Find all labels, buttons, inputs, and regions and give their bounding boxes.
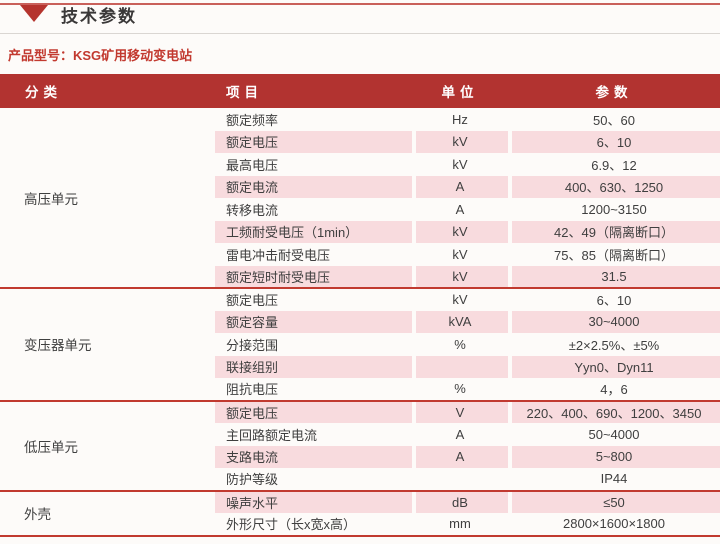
param-cell: 400、630、1250: [508, 175, 720, 198]
item-cell: 雷电冲击耐受电压: [226, 247, 331, 263]
item-cell: 转移电流: [226, 202, 279, 218]
title-divider: [0, 33, 720, 34]
header-category: 分类: [0, 74, 215, 108]
param-cell: IP44: [508, 468, 720, 492]
unit-cell: kV: [412, 220, 508, 243]
param-cell: 50、60: [508, 108, 720, 131]
param-cell: ≤50: [508, 490, 720, 513]
header-row: 分类 项目 单位 参数: [0, 74, 720, 108]
page-title: 技术参数: [61, 7, 137, 26]
param-cell: 30~4000: [508, 310, 720, 333]
specs-table: 分类 项目 单位 参数 高压单元 额定频率 Hz 50、60 额定电压 kV 6…: [0, 74, 720, 537]
table-row: 联接组别 Yyn0、Dyn11: [0, 355, 720, 378]
unit-cell: Hz: [412, 108, 508, 131]
unit-cell: kV: [412, 288, 508, 311]
unit-cell: A: [412, 175, 508, 198]
unit-cell: %: [412, 333, 508, 356]
item-cell: 额定电压: [215, 130, 412, 153]
table-row: 外形尺寸（长x宽x高） mm 2800×1600×1800: [0, 513, 720, 537]
triangle-down-icon: [20, 5, 48, 22]
param-cell: 5~800: [508, 445, 720, 468]
unit-cell: %: [412, 378, 508, 402]
param-cell: ±2×2.5%、±5%: [508, 333, 720, 356]
unit-cell: kV: [412, 130, 508, 153]
unit-cell: kV: [412, 265, 508, 289]
param-cell: 31.5: [508, 265, 720, 289]
table-row: 阻抗电压 % 4，6: [0, 378, 720, 402]
item-cell: 额定电流: [215, 175, 412, 198]
header-unit: 单位: [412, 74, 508, 108]
category-cell: 变压器单元: [0, 288, 215, 402]
item-cell: 阻抗电压: [215, 378, 412, 402]
param-cell: 50~4000: [508, 423, 720, 446]
item-cell: 额定电压: [226, 293, 279, 309]
param-cell: 220、400、690、1200、3450: [508, 400, 720, 423]
unit-cell: V: [412, 400, 508, 423]
table-row: 最高电压 kV 6.9、12: [0, 153, 720, 176]
unit-cell: kV: [412, 153, 508, 176]
item-cell: 防护等级: [215, 468, 412, 492]
param-cell: 4，6: [508, 378, 720, 402]
table-body: 高压单元 额定频率 Hz 50、60 额定电压 kV 6、10 最高电压 kV …: [0, 108, 720, 537]
param-cell: 42、49（隔离断口）: [508, 220, 720, 243]
category-cell: 外壳: [0, 490, 215, 537]
category-cell: 低压单元: [0, 400, 215, 492]
item-cell: 额定电压: [215, 400, 412, 423]
unit-cell: A: [412, 445, 508, 468]
item-cell: 额定容量: [215, 310, 412, 333]
item-cell: 主回路额定电流: [226, 427, 318, 443]
table-row: 雷电冲击耐受电压 kV 75、85（隔离断口）: [0, 243, 720, 266]
table-row: 额定容量 kVA 30~4000: [0, 310, 720, 333]
product-model-label: 产品型号：KSG矿用移动变电站: [8, 48, 193, 63]
table-row: 工频耐受电压（1min） kV 42、49（隔离断口）: [0, 220, 720, 243]
unit-cell: A: [412, 198, 508, 221]
unit-cell: kVA: [412, 310, 508, 333]
param-cell: 6.9、12: [508, 153, 720, 176]
item-cell: 外形尺寸（长x宽x高）: [215, 513, 412, 537]
param-cell: 2800×1600×1800: [508, 513, 720, 537]
table-row: 分接范围 % ±2×2.5%、±5%: [0, 333, 720, 356]
item-cell: 额定频率: [226, 112, 279, 128]
table-row: 高压单元 额定频率 Hz 50、60: [0, 108, 720, 289]
table-row: 防护等级 IP44: [0, 468, 720, 492]
table-row: 转移电流 A 1200~3150: [0, 198, 720, 221]
item-cell: 噪声水平: [215, 490, 412, 513]
item-cell: 最高电压: [226, 157, 279, 173]
item-cell: 支路电流: [215, 445, 412, 468]
unit-cell: A: [412, 423, 508, 446]
param-cell: 1200~3150: [508, 198, 720, 221]
table-row: 低压单元 额定电压 V 220、400、690、1200、3450: [0, 400, 720, 492]
table-row: 额定短时耐受电压 kV 31.5: [0, 265, 720, 289]
header-item: 项目: [215, 74, 412, 108]
item-cell: 额定短时耐受电压: [215, 265, 412, 289]
table-row: 支路电流 A 5~800: [0, 445, 720, 468]
table-row: 额定电压 kV 6、10: [0, 130, 720, 153]
unit-cell: [412, 468, 508, 492]
table-row: 额定电流 A 400、630、1250: [0, 175, 720, 198]
table-row: 变压器单元 额定电压 kV 6、10: [0, 288, 720, 402]
param-cell: 6、10: [508, 130, 720, 153]
unit-cell: dB: [412, 490, 508, 513]
top-accent-rule: [0, 3, 720, 5]
table-header: 分类 项目 单位 参数: [0, 74, 720, 108]
param-cell: 6、10: [508, 288, 720, 311]
table-row: 主回路额定电流 A 50~4000: [0, 423, 720, 446]
section-title-row: 技术参数: [0, 5, 720, 33]
unit-cell: [412, 355, 508, 378]
item-cell: 联接组别: [215, 355, 412, 378]
spec-sheet-page: { "page": { "title": "技术参数", "product_mo…: [0, 3, 720, 544]
table-row: 外壳 噪声水平 dB ≤50: [0, 490, 720, 537]
param-cell: 75、85（隔离断口）: [508, 243, 720, 266]
category-cell: 高压单元: [0, 108, 215, 289]
item-cell: 工频耐受电压（1min）: [215, 220, 412, 243]
param-cell: Yyn0、Dyn11: [508, 355, 720, 378]
item-cell: 分接范围: [226, 337, 279, 353]
header-param: 参数: [508, 74, 720, 108]
unit-cell: mm: [412, 513, 508, 537]
unit-cell: kV: [412, 243, 508, 266]
